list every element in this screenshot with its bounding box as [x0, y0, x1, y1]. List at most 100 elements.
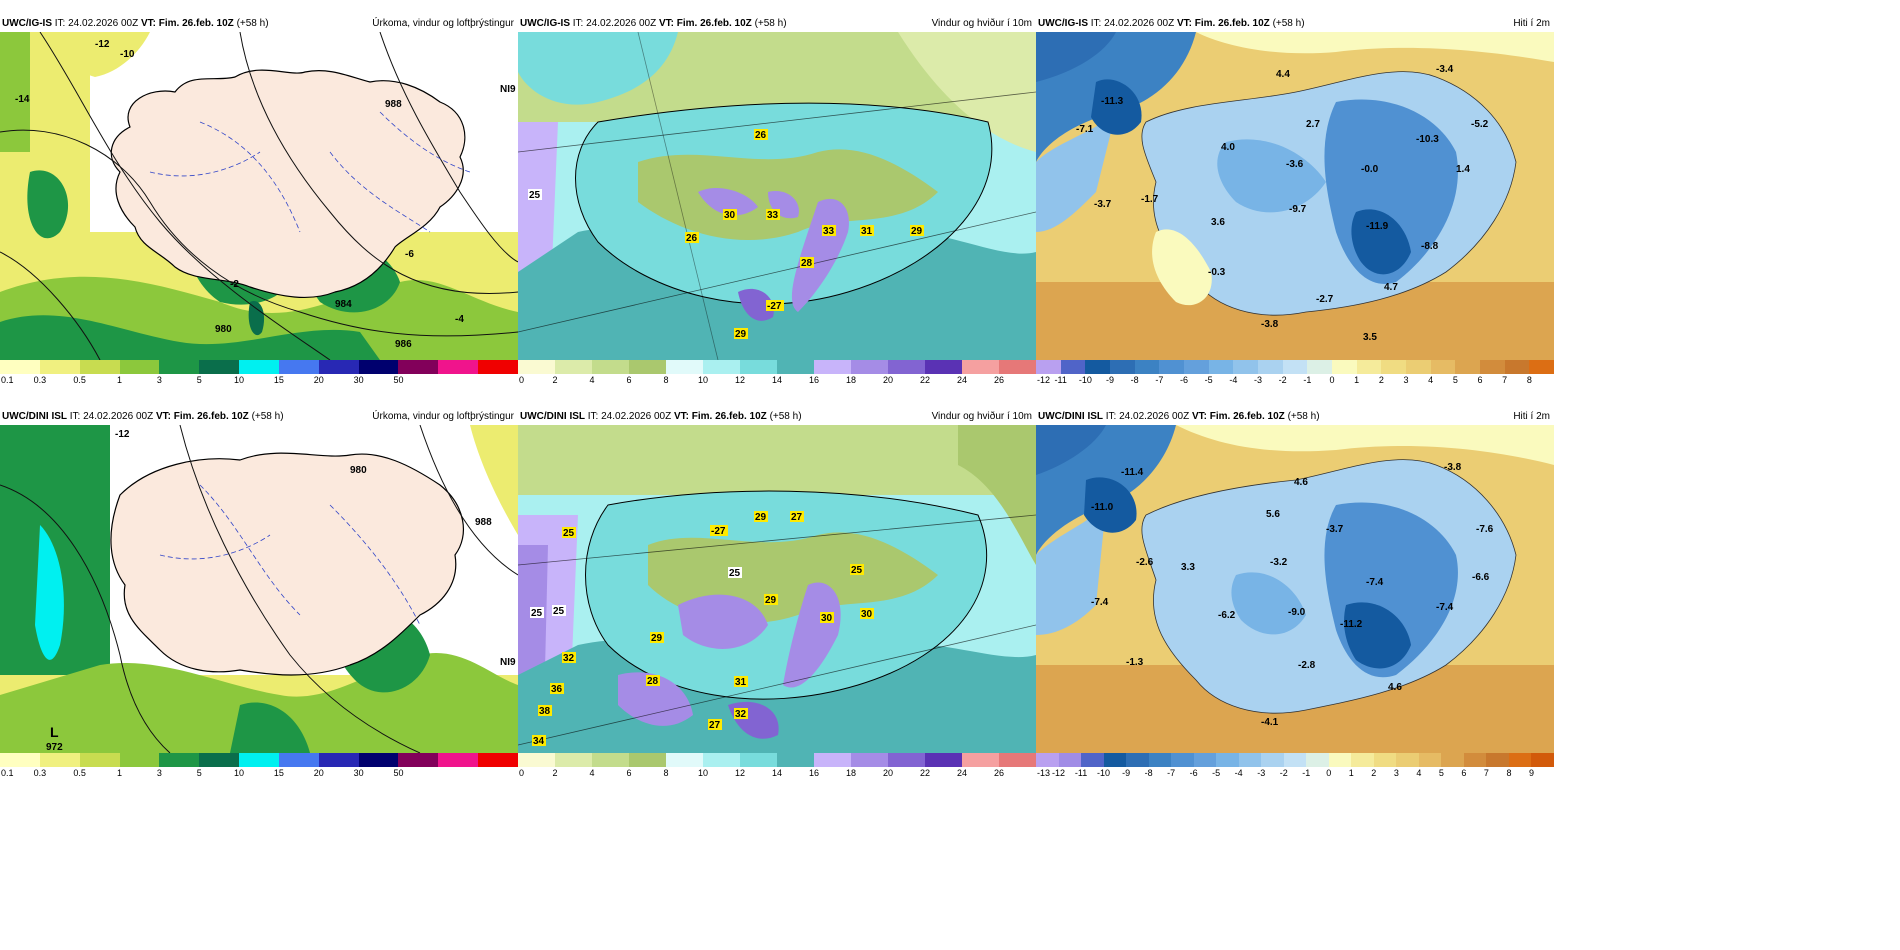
colorbar-tick-label: 10 — [234, 375, 245, 385]
colorbar-tick-label: 12 — [734, 375, 746, 385]
colorbar-tick-label: 1 — [117, 375, 123, 385]
colorbar-tick-label: 0 — [1329, 375, 1335, 385]
panel-header: UWC/IG-IS IT: 24.02.2026 00Z VT: Fim. 26… — [1036, 15, 1554, 32]
colorbar-swatch — [1058, 753, 1082, 767]
map-label: -2 — [230, 279, 239, 290]
init-label: IT: — [572, 18, 584, 29]
colorbar-tick-label: 20 — [313, 375, 324, 385]
colorbar-tick-label: 0 — [519, 375, 525, 385]
colorbar-swatch — [79, 360, 121, 374]
colorbar-swatch — [666, 753, 704, 767]
gust-label: 27 — [791, 512, 803, 523]
temp-label: 2.7 — [1306, 119, 1320, 130]
temp-label: -7.6 — [1476, 524, 1494, 535]
temp-label: -5.2 — [1471, 119, 1489, 130]
colorbar-swatch — [358, 753, 399, 767]
colorbar-swatch — [851, 360, 889, 374]
valid-label: VT: — [658, 18, 674, 29]
colorbar-swatch — [1356, 360, 1382, 374]
colorbar-swatch — [703, 360, 741, 374]
valid-label: VT: — [140, 18, 156, 29]
colorbar-swatch — [1134, 360, 1160, 374]
init-time: 24.02.2026 00Z — [1104, 18, 1175, 29]
colorbar-swatch — [159, 360, 200, 374]
precip-colorbar: 0.1 0.3 0.5 1 3 5 10 15 20 30 50 — [0, 360, 519, 387]
temp-label: -7.4 — [1091, 597, 1109, 608]
colorbar-swatch — [740, 753, 778, 767]
colorbar-tick-label: 15 — [273, 375, 284, 385]
colorbar-swatch — [1110, 360, 1136, 374]
map-label: -4 — [455, 314, 464, 325]
temp-label: -7.4 — [1436, 602, 1454, 613]
map-label: 988 — [385, 99, 402, 110]
gust-label: 26 — [686, 233, 698, 244]
map-label: -14 — [15, 94, 30, 105]
colorbar-swatch — [777, 753, 815, 767]
map-label: -12 — [115, 429, 130, 440]
colorbar-swatch — [1238, 753, 1262, 767]
temp-label: -1.3 — [1126, 657, 1144, 668]
colorbar-swatch — [814, 753, 852, 767]
colorbar-swatch — [962, 753, 1000, 767]
colorbar-swatch — [1159, 360, 1185, 374]
colorbar-swatch — [777, 360, 815, 374]
panel-header: UWC/IG-IS IT: 24.02.2026 00Z VT: Fim. 26… — [0, 15, 518, 32]
model-name: UWC/IG-IS — [2, 18, 52, 29]
colorbar-swatch — [1418, 753, 1442, 767]
gust-label: -27 — [711, 526, 726, 537]
gust-label: 30 — [821, 613, 833, 624]
valid-time: Fim. 26.feb. 10Z — [691, 411, 767, 422]
temp-label: 3.3 — [1181, 562, 1195, 573]
colorbar-swatch — [278, 360, 320, 374]
colorbar-swatch — [1060, 360, 1086, 374]
colorbar-tick-label: 10 — [697, 768, 709, 778]
model-name: UWC/IG-IS — [1038, 18, 1088, 29]
colorbar-tick-label: 0 — [519, 768, 525, 778]
temp-label: 4.0 — [1221, 142, 1235, 153]
temp-label: 4.7 — [1384, 282, 1398, 293]
colorbar-tick-label: 3 — [156, 768, 162, 778]
colorbar-swatch — [0, 753, 41, 767]
colorbar-tick-label: 0.5 — [73, 375, 86, 385]
colorbar-tick-label: 26 — [993, 375, 1005, 385]
gust-label: 31 — [735, 677, 747, 688]
panel-header: UWC/DINI ISL IT: 24.02.2026 00Z VT: Fim.… — [518, 408, 1036, 425]
gust-label: 28 — [647, 676, 659, 687]
colorbar-swatch — [1184, 360, 1210, 374]
colorbar-swatch — [1306, 753, 1330, 767]
colorbar-swatch — [888, 360, 926, 374]
colorbar-swatch — [1036, 753, 1060, 767]
temp-label: -11.2 — [1340, 619, 1363, 630]
valid-label: VT: — [1191, 411, 1207, 422]
temp-label: -1.7 — [1141, 194, 1159, 205]
wind-map: 25 -27 29 27 25 29 25 30 30 29 32 36 38 … — [518, 425, 1036, 753]
colorbar-tick-label: -9 — [1105, 375, 1115, 385]
wind-map-panel-igis: UWC/IG-IS IT: 24.02.2026 00Z VT: Fim. 26… — [518, 15, 1037, 387]
panel-header: UWC/IG-IS IT: 24.02.2026 00Z VT: Fim. 26… — [518, 15, 1036, 32]
colorbar-tick-label: 4 — [589, 375, 595, 385]
colorbar-tick-label: 0.1 — [1, 768, 14, 778]
wind-map-panel-dini: UWC/DINI ISL IT: 24.02.2026 00Z VT: Fim.… — [518, 408, 1037, 780]
temp-label: 4.6 — [1294, 477, 1308, 488]
colorbar-tick-label: 8 — [1506, 768, 1512, 778]
colorbar-tick-label: 2 — [1378, 375, 1384, 385]
colorbar-tick-label: 30 — [353, 375, 364, 385]
colorbar-swatch — [478, 753, 519, 767]
temp-map-panel-igis: UWC/IG-IS IT: 24.02.2026 00Z VT: Fim. 26… — [1036, 15, 1555, 387]
colorbar-swatch — [318, 360, 360, 374]
valid-time: Fim. 26.feb. 10Z — [676, 18, 752, 29]
colorbar-tick-label: -12 — [1037, 375, 1051, 385]
panel-header: UWC/DINI ISL IT: 24.02.2026 00Z VT: Fim.… — [0, 408, 518, 425]
temp-label: -3.4 — [1436, 64, 1454, 75]
colorbar-tick-label: 4 — [1416, 768, 1422, 778]
colorbar-tick-label: 0.3 — [33, 768, 47, 778]
colorbar-swatch — [1307, 360, 1333, 374]
colorbar-tick-label: 10 — [697, 375, 709, 385]
colorbar-swatch — [629, 360, 667, 374]
temp-label: 5.6 — [1266, 509, 1280, 520]
colorbar-swatch — [1036, 360, 1062, 374]
init-label: IT: — [1105, 411, 1117, 422]
colorbar-tick-label: 5 — [196, 768, 202, 778]
colorbar-tick-label: 3 — [156, 375, 162, 385]
lead-time: (+58 h) — [1287, 411, 1320, 422]
